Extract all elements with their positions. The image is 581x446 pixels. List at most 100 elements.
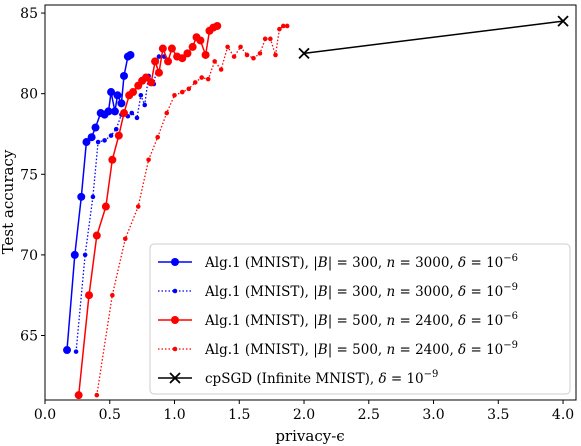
data-point: [196, 36, 205, 45]
data-point: [244, 52, 250, 58]
series-5: [298, 15, 569, 60]
x-tick-label: 2.0: [293, 407, 315, 423]
data-point: [179, 89, 185, 95]
data-point: [158, 44, 167, 53]
data-point: [120, 109, 129, 118]
series-layer: [63, 15, 569, 400]
data-point: [95, 139, 101, 145]
data-point: [151, 57, 160, 66]
data-point: [113, 91, 122, 100]
data-point: [284, 23, 290, 29]
plot-frame: [44, 4, 577, 401]
legend-label: Alg.1 (MNIST), |B| = 300, n = 3000, δ = …: [204, 253, 518, 271]
data-point: [129, 110, 135, 116]
y-tick-label: 65: [20, 329, 38, 345]
data-point: [262, 36, 268, 42]
x-tick-label: 3.0: [422, 407, 444, 423]
data-point: [238, 44, 243, 50]
data-point: [212, 59, 217, 64]
data-point: [117, 99, 126, 108]
data-point: [101, 202, 110, 211]
data-point: [142, 73, 151, 82]
data-point: [138, 92, 144, 98]
data-point: [114, 131, 123, 140]
data-point: [113, 126, 119, 132]
data-point: [77, 192, 86, 201]
data-point: [110, 292, 115, 298]
data-point: [251, 55, 256, 61]
series-line: [96, 25, 288, 396]
data-point: [231, 54, 237, 59]
data-point: [108, 133, 114, 138]
data-point: [63, 346, 72, 355]
data-point: [120, 71, 129, 80]
legend-entry: Alg.1 (MNIST), |B| = 500, n = 2400, δ = …: [158, 340, 518, 358]
data-point: [178, 54, 187, 63]
data-point: [205, 76, 211, 82]
data-point: [257, 51, 263, 56]
series-1: [63, 50, 135, 355]
y-tick-label: 75: [20, 167, 38, 183]
data-point: [129, 88, 138, 97]
data-point: [225, 44, 230, 50]
legend-label: Alg.1 (MNIST), |B| = 500, n = 2400, δ = …: [204, 340, 518, 358]
data-point: [73, 349, 79, 354]
data-point: [146, 157, 151, 163]
data-point: [85, 291, 94, 300]
data-point: [164, 57, 173, 66]
legend-entry: cpSGD (Infinite MNIST), δ = 10−9: [158, 369, 438, 387]
data-point: [298, 47, 310, 60]
data-point: [122, 236, 128, 242]
x-tick-label: 0.0: [34, 407, 56, 423]
series-4: [94, 23, 290, 398]
y-axis-label: Test accuracy: [0, 149, 17, 254]
data-point: [156, 54, 162, 59]
x-tick-label: 1.5: [228, 407, 250, 423]
data-point: [92, 231, 101, 240]
legend-marker: [172, 288, 178, 294]
data-point: [142, 102, 148, 108]
data-point: [126, 50, 135, 59]
legend-label: cpSGD (Infinite MNIST), δ = 10−9: [205, 369, 438, 387]
data-point: [281, 23, 286, 29]
legend-entry: Alg.1 (MNIST), |B| = 300, n = 3000, δ = …: [158, 253, 518, 271]
legend: Alg.1 (MNIST), |B| = 300, n = 3000, δ = …: [149, 243, 571, 395]
data-point: [87, 133, 96, 142]
legend-box: [149, 243, 571, 395]
data-point: [82, 252, 88, 258]
x-axis-ticks: 0.0 0.5 1.0 1.5 2.0 2.5 3.0 3.5 4.0: [34, 400, 574, 423]
series-3: [74, 21, 222, 400]
x-tick-label: 4.0: [552, 407, 574, 423]
legend-entry: Alg.1 (MNIST), |B| = 300, n = 3000, δ = …: [158, 282, 518, 300]
data-point: [102, 138, 107, 143]
data-point: [164, 110, 170, 116]
legend-label: Alg.1 (MNIST), |B| = 300, n = 3000, δ = …: [204, 282, 518, 300]
x-tick-label: 2.5: [358, 407, 380, 423]
data-point: [82, 138, 91, 147]
data-point: [172, 92, 177, 98]
data-point: [183, 49, 192, 58]
legend-marker: [171, 316, 179, 324]
data-point: [135, 204, 141, 209]
data-point: [213, 21, 222, 30]
x-tick-label: 0.5: [99, 407, 121, 423]
data-point: [192, 80, 198, 85]
data-point: [147, 78, 156, 87]
data-point: [74, 391, 83, 400]
data-point: [557, 15, 569, 27]
data-point: [104, 107, 113, 116]
data-point: [155, 134, 160, 140]
data-point: [70, 250, 79, 259]
data-point: [273, 52, 278, 58]
data-point: [277, 26, 282, 32]
legend-marker: [172, 346, 178, 352]
data-point: [91, 123, 100, 132]
data-point: [218, 67, 224, 72]
data-point: [90, 194, 96, 200]
y-tick-label: 80: [20, 87, 38, 103]
data-point: [154, 68, 163, 77]
data-point: [134, 115, 140, 121]
legend-label: Alg.1 (MNIST), |B| = 500, n = 2400, δ = …: [204, 311, 518, 329]
data-point: [110, 107, 119, 116]
